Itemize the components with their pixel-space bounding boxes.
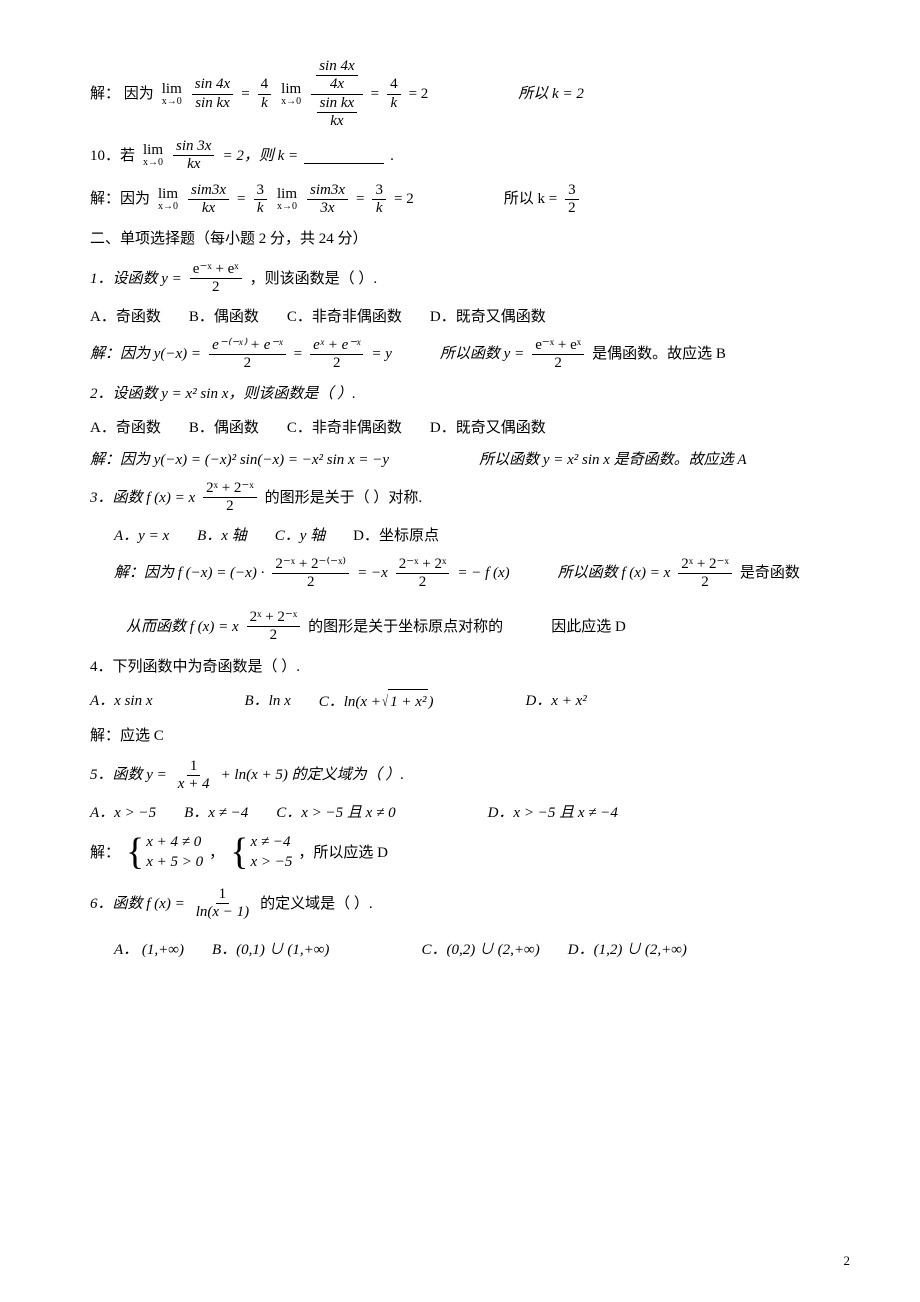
q1-options: A．奇函数 B．偶函数 C．非奇非偶函数 D．既奇又偶函数 bbox=[90, 305, 850, 329]
q5-line: 5．函数 y = 1x + 4 + ln(x + 5) 的定义域为（ ）. bbox=[90, 758, 850, 794]
frac: 4k bbox=[258, 76, 272, 112]
page-number: 2 bbox=[844, 1251, 851, 1272]
opt-d: D．x + x² bbox=[525, 689, 586, 714]
q6-line: 6．函数 f (x) = 1ln(x − 1) 的定义域是（ ）. bbox=[90, 886, 850, 922]
frac: eˣ + e⁻ˣ2 bbox=[310, 337, 363, 373]
q6-options: A． (1,+∞) B．(0,1) ∪ (1,+∞) C．(0,2) ∪ (2,… bbox=[90, 938, 850, 962]
q10-label: 10．若 bbox=[90, 144, 135, 168]
frac: 2ˣ + 2⁻ˣ2 bbox=[203, 480, 257, 516]
bigfrac: sin 4x4x sin kxkx bbox=[311, 58, 362, 130]
opt-c: C．y 轴 bbox=[275, 524, 325, 548]
q3-line: 3．函数 f (x) = x 2ˣ + 2⁻ˣ2 的图形是关于（ ）对称. bbox=[90, 480, 850, 516]
opt-c: C．ln(x +√1 + x²) bbox=[319, 689, 434, 714]
fill-blank bbox=[304, 148, 384, 164]
lim: limx→0 bbox=[143, 143, 163, 168]
sol5-line: 解： { x + 4 ≠ 0x + 5 > 0 ， { x ≠ −4x > −5… bbox=[90, 833, 850, 872]
frac: 2⁻ˣ + 2⁻⁽⁻ˣ⁾2 bbox=[272, 556, 349, 592]
q4-line: 4．下列函数中为奇函数是（ ）. bbox=[90, 655, 850, 679]
lim: limx→0 bbox=[281, 82, 301, 107]
lim: limx→0 bbox=[277, 187, 297, 212]
frac: 3k bbox=[254, 182, 268, 218]
q5-options: A．x > −5 B．x ≠ −4 C．x > −5 且 x ≠ 0 D．x >… bbox=[90, 801, 850, 825]
frac: 3k bbox=[372, 182, 386, 218]
opt-a: A．奇函数 bbox=[90, 305, 161, 329]
frac: 32 bbox=[565, 182, 579, 218]
q2-options: A．奇函数 B．偶函数 C．非奇非偶函数 D．既奇又偶函数 bbox=[90, 416, 850, 440]
sol9-line: 解： 因为 limx→0 sin 4xsin kx = 4k limx→0 si… bbox=[90, 58, 850, 130]
frac: 1x + 4 bbox=[175, 758, 213, 794]
q10-line: 10．若 limx→0 sin 3xkx = 2，则 k = . bbox=[90, 138, 850, 174]
opt-b: B．x ≠ −4 bbox=[184, 801, 248, 825]
opt-a: A．奇函数 bbox=[90, 416, 161, 440]
opt-a: A．x > −5 bbox=[90, 801, 156, 825]
section2-title: 二、单项选择题（每小题 2 分，共 24 分） bbox=[90, 227, 850, 251]
opt-a: A． (1,+∞) bbox=[114, 938, 184, 962]
sol10-therefore: 所以 k = bbox=[504, 187, 557, 211]
brace-system: { x ≠ −4x > −5 bbox=[230, 833, 292, 872]
opt-b: B．偶函数 bbox=[189, 416, 259, 440]
frac: sim3xkx bbox=[188, 182, 229, 218]
sol3-line1: 解：因为 f (−x) = (−x) · 2⁻ˣ + 2⁻⁽⁻ˣ⁾2 = −x … bbox=[90, 556, 850, 592]
frac: 1ln(x − 1) bbox=[193, 886, 252, 922]
opt-c: C．非奇非偶函数 bbox=[287, 416, 402, 440]
frac: e⁻⁽⁻ˣ⁾ + e⁻ˣ2 bbox=[209, 337, 286, 373]
opt-a: A．y = x bbox=[114, 524, 169, 548]
frac: sim3x3x bbox=[307, 182, 348, 218]
opt-c: C．(0,2) ∪ (2,+∞) bbox=[421, 938, 539, 962]
frac: 2ˣ + 2⁻ˣ2 bbox=[678, 556, 732, 592]
sol10-prefix: 解：因为 bbox=[90, 187, 150, 211]
q2-line: 2．设函数 y = x² sin x，则该函数是（ ）. bbox=[90, 382, 850, 406]
opt-b: B．x 轴 bbox=[197, 524, 247, 548]
sol10-line: 解：因为 limx→0 sim3xkx = 3k limx→0 sim3x3x … bbox=[90, 182, 850, 218]
lim: limx→0 bbox=[158, 187, 178, 212]
frac: 2⁻ˣ + 2ˣ2 bbox=[396, 556, 450, 592]
frac: e⁻ˣ + eˣ2 bbox=[190, 261, 242, 297]
frac: 4k bbox=[387, 76, 401, 112]
opt-d: D．x > −5 且 x ≠ −4 bbox=[488, 801, 618, 825]
opt-d: D．坐标原点 bbox=[353, 524, 439, 548]
sol9-therefore: 所以 k = 2 bbox=[518, 82, 584, 106]
opt-c: C．x > −5 且 x ≠ 0 bbox=[276, 801, 395, 825]
sol4: 解：应选 C bbox=[90, 724, 850, 748]
q4-options: A．x sin x B．ln x C．ln(x +√1 + x²) D．x + … bbox=[90, 689, 850, 714]
frac: 2ˣ + 2⁻ˣ2 bbox=[247, 609, 301, 645]
frac: sin 4xsin kx bbox=[192, 76, 233, 112]
opt-d: D．既奇又偶函数 bbox=[430, 416, 546, 440]
q3-options: A．y = x B．x 轴 C．y 轴 D．坐标原点 bbox=[90, 524, 850, 548]
frac: sin 3xkx bbox=[173, 138, 214, 174]
opt-b: B．ln x bbox=[244, 689, 290, 714]
opt-b: B．(0,1) ∪ (1,+∞) bbox=[212, 938, 329, 962]
frac: e⁻ˣ + eˣ2 bbox=[532, 337, 584, 373]
opt-d: D．(1,2) ∪ (2,+∞) bbox=[568, 938, 687, 962]
brace-system: { x + 4 ≠ 0x + 5 > 0 bbox=[126, 833, 203, 872]
sol3-line2: 从而函数 f (x) = x 2ˣ + 2⁻ˣ2 的图形是关于坐标原点对称的 因… bbox=[90, 609, 850, 645]
sol2-line: 解：因为 y(−x) = (−x)² sin(−x) = −x² sin x =… bbox=[90, 448, 850, 472]
opt-c: C．非奇非偶函数 bbox=[287, 305, 402, 329]
opt-b: B．偶函数 bbox=[189, 305, 259, 329]
sol9-prefix: 解： 因为 bbox=[90, 82, 154, 106]
lim: limx→0 bbox=[162, 82, 182, 107]
q1-line: 1．设函数 y = e⁻ˣ + eˣ2 ，则该函数是（ ）. bbox=[90, 261, 850, 297]
opt-d: D．既奇又偶函数 bbox=[430, 305, 546, 329]
sol1-line: 解：因为 y(−x) = e⁻⁽⁻ˣ⁾ + e⁻ˣ2 = eˣ + e⁻ˣ2 =… bbox=[90, 337, 850, 373]
opt-a: A．x sin x bbox=[90, 689, 152, 714]
